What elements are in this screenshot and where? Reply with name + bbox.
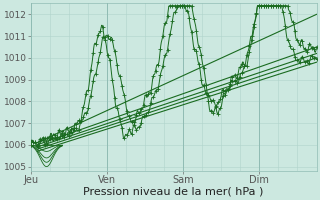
X-axis label: Pression niveau de la mer( hPa ): Pression niveau de la mer( hPa ): [84, 187, 264, 197]
